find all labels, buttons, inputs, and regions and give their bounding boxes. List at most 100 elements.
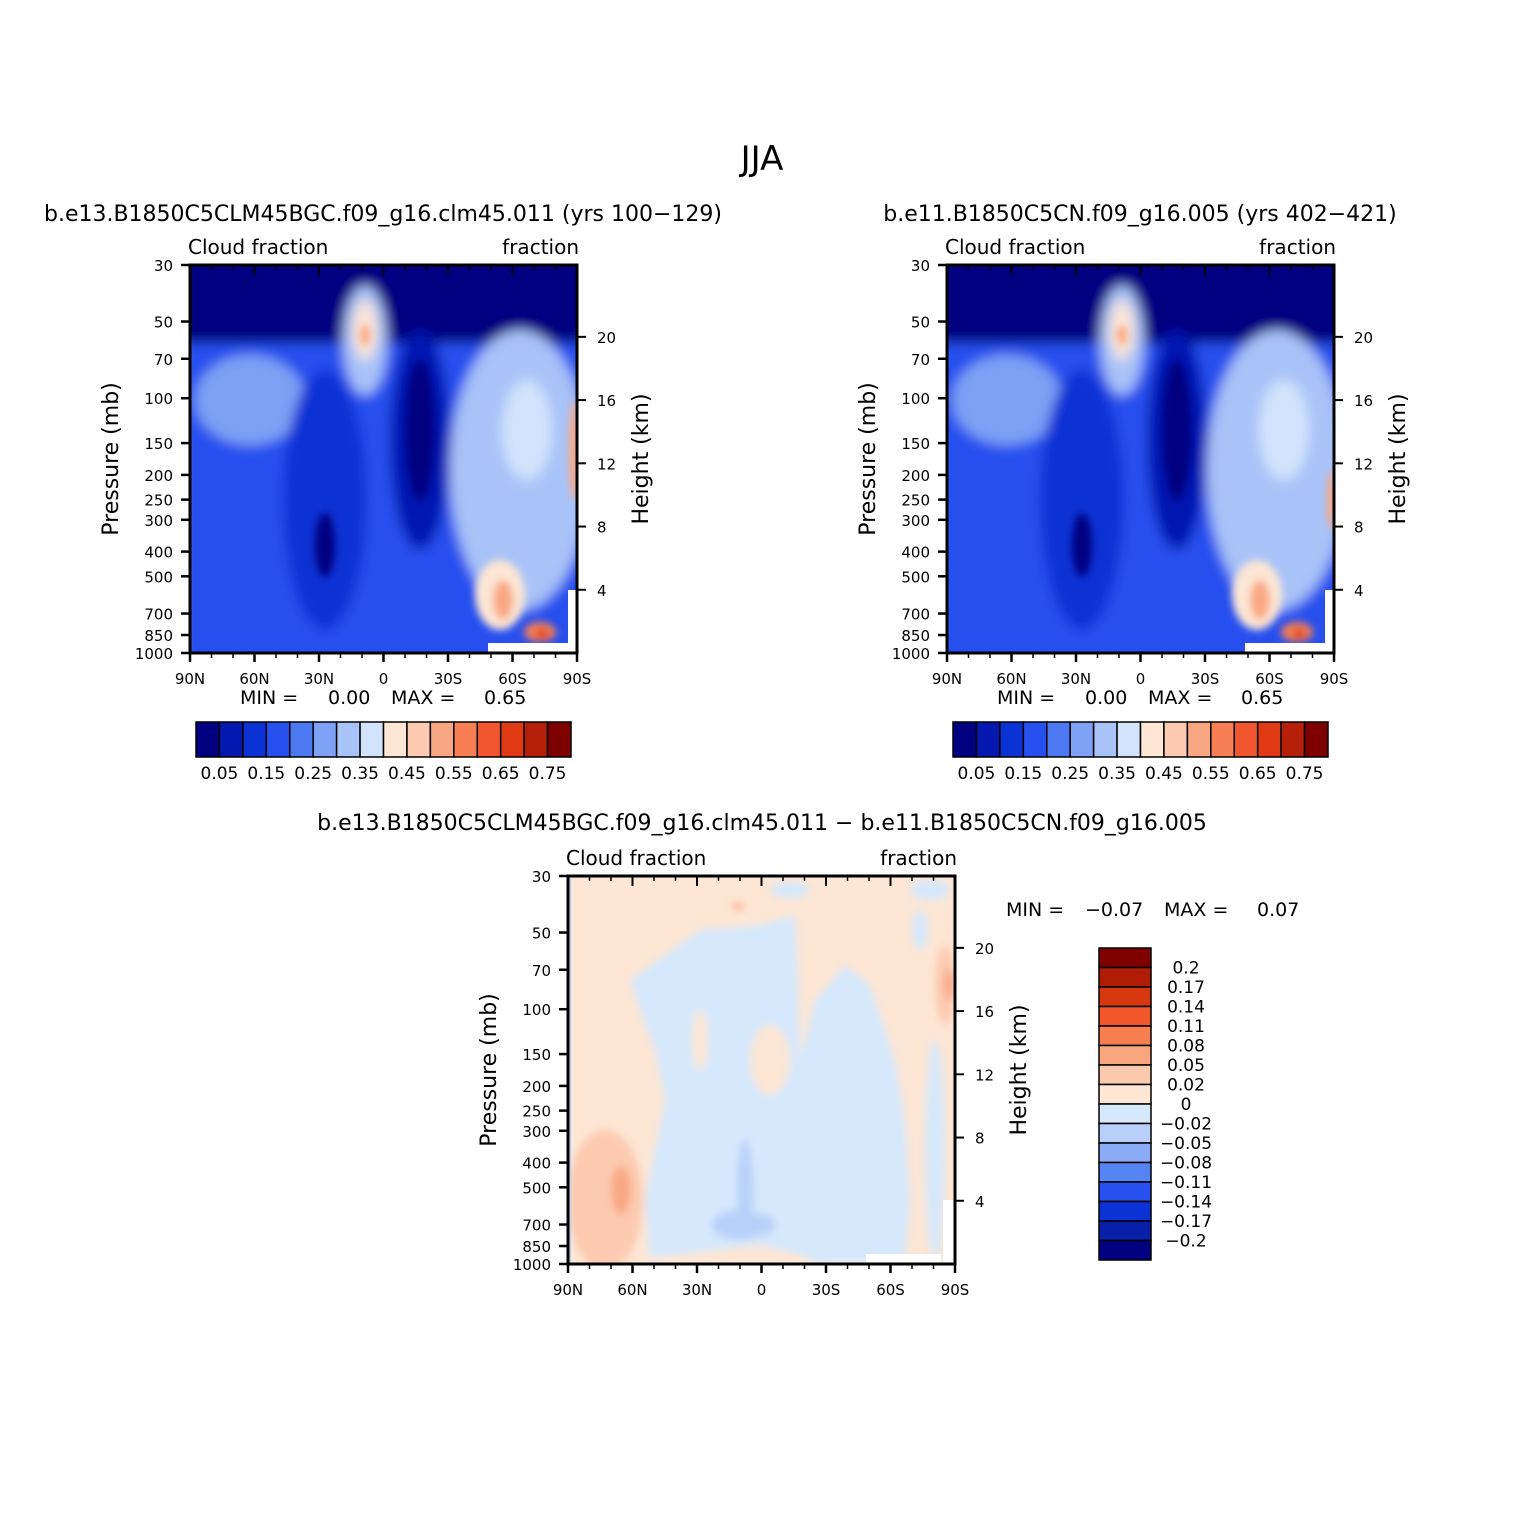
colorbar-label: 0.05 — [201, 764, 239, 784]
colorbar-label: 0 — [1181, 1095, 1192, 1115]
colorbar-swatch — [952, 721, 978, 758]
left-field-label: Cloud fraction — [945, 235, 1085, 259]
panel-difference: b.e13.B1850C5CLM45BGC.f09_g16.clm45.011 … — [317, 811, 1299, 1299]
latitude-tick-label: 0 — [1136, 670, 1146, 688]
colorbar-swatch — [1210, 721, 1235, 758]
contour-field — [568, 876, 955, 1264]
latitude-tick-label: 90N — [553, 1281, 583, 1299]
colorbar-label: 0.15 — [247, 764, 285, 784]
colorbar-label: 0.08 — [1167, 1037, 1205, 1057]
colorbar-label: 0.55 — [435, 764, 473, 784]
colorbar-label: −0.14 — [1160, 1193, 1212, 1213]
right-field-label: fraction — [880, 846, 957, 870]
colorbar-label: 0.35 — [341, 764, 379, 784]
height-tick-label: 16 — [975, 1003, 994, 1021]
contour-field — [190, 265, 577, 653]
max-value: 0.07 — [1257, 899, 1299, 921]
height-axis: 20 16 12 8 4 — [1334, 329, 1373, 600]
latitude-tick-label: 30S — [1191, 670, 1220, 688]
min-value: 0.00 — [328, 687, 370, 709]
colorbar-swatch — [1098, 1122, 1152, 1144]
colorbar-swatch — [546, 721, 572, 758]
height-tick-label: 4 — [975, 1193, 985, 1211]
colorbar-swatch — [1303, 721, 1329, 758]
height-tick-label: 20 — [1354, 329, 1373, 347]
pressure-tick-label: 30 — [911, 257, 930, 275]
colorbar-swatch — [406, 721, 432, 758]
pressure-tick-label: 1000 — [513, 1256, 551, 1274]
colorbar-swatch — [242, 721, 268, 758]
left-field-label: Cloud fraction — [566, 846, 706, 870]
max-label: MAX = — [1148, 687, 1212, 709]
colorbar-label: −0.11 — [1160, 1173, 1212, 1193]
height-tick-label: 16 — [597, 392, 616, 410]
colorbar-swatch — [312, 721, 338, 758]
y-axis-right-title: Height (km) — [629, 393, 654, 524]
latitude-tick-label: 60S — [1255, 670, 1284, 688]
panel-title: b.e13.B1850C5CLM45BGC.f09_g16.clm45.011 … — [317, 811, 1207, 836]
colorbar-swatch — [218, 721, 244, 758]
colorbar-label: 0.05 — [1167, 1056, 1205, 1076]
y-axis-right-title: Height (km) — [1007, 1004, 1032, 1135]
pressure-tick-label: 70 — [532, 962, 551, 980]
colorbar-label: 0.02 — [1167, 1076, 1205, 1096]
max-value: 0.65 — [1241, 687, 1283, 709]
pressure-tick-label: 30 — [154, 257, 173, 275]
pressure-tick-label: 200 — [901, 467, 930, 485]
colorbar-swatch — [1233, 721, 1259, 758]
colorbar-swatch — [1186, 721, 1212, 758]
min-label: MIN = — [997, 687, 1055, 709]
colorbar-swatch — [195, 721, 221, 758]
latitude-tick-label: 90S — [941, 1281, 970, 1299]
pressure-tick-label: 1000 — [892, 645, 930, 663]
height-axis: 20 16 12 8 4 — [955, 940, 994, 1211]
colorbar-swatch — [265, 721, 291, 758]
colorbar-swatch — [1098, 947, 1152, 969]
latitude-tick-label: 30S — [434, 670, 463, 688]
colorbar-label: 0.75 — [529, 764, 567, 784]
left-field-label: Cloud fraction — [188, 235, 328, 259]
colorbar-swatch — [1256, 721, 1282, 758]
latitude-tick-label: 30N — [682, 1281, 712, 1299]
colorbar-swatch — [476, 721, 502, 758]
colorbar-swatch — [429, 721, 455, 758]
colorbar: 0.05 0.15 0.25 0.35 0.45 0.55 0.65 0.75 — [952, 721, 1329, 784]
height-axis: 20 16 12 8 4 — [577, 329, 616, 600]
pressure-tick-label: 500 — [144, 568, 173, 586]
colorbar-swatch — [1098, 1044, 1152, 1066]
colorbar-swatch — [335, 721, 361, 758]
pressure-tick-label: 300 — [522, 1123, 551, 1141]
pressure-tick-label: 400 — [522, 1155, 551, 1173]
colorbar-label: −0.08 — [1160, 1154, 1212, 1174]
pressure-tick-label: 850 — [144, 627, 173, 645]
pressure-tick-label: 100 — [522, 1001, 551, 1019]
colorbar-label: −0.17 — [1160, 1212, 1212, 1232]
colorbar-label: −0.02 — [1160, 1115, 1212, 1135]
colorbar-label: 0.11 — [1167, 1017, 1205, 1037]
height-tick-label: 12 — [597, 455, 616, 473]
pressure-tick-label: 700 — [901, 606, 930, 624]
y-axis-title: Pressure (mb) — [856, 382, 881, 536]
colorbar-label: 0.25 — [294, 764, 332, 784]
pressure-tick-label: 250 — [144, 492, 173, 510]
pressure-tick-label: 700 — [144, 606, 173, 624]
pressure-tick-label: 700 — [522, 1217, 551, 1235]
max-label: MAX = — [391, 687, 455, 709]
latitude-tick-label: 30N — [304, 670, 334, 688]
height-tick-label: 20 — [597, 329, 616, 347]
min-label: MIN = — [1006, 899, 1064, 921]
colorbar-swatch — [1069, 721, 1095, 758]
colorbar-label: 0.25 — [1051, 764, 1089, 784]
colorbar-swatch — [499, 721, 525, 758]
pressure-tick-label: 300 — [901, 512, 930, 530]
colorbar-label: 0.05 — [958, 764, 996, 784]
colorbar-swatch — [1098, 1161, 1152, 1183]
latitude-axis: 90N 60N 30N 0 30S 60S 90S — [553, 876, 969, 1299]
latitude-tick-label: 30S — [812, 1281, 841, 1299]
latitude-tick-label: 90S — [563, 670, 592, 688]
colorbar-swatch — [1280, 721, 1306, 758]
colorbar-swatch — [975, 721, 1001, 758]
colorbar-swatch — [1139, 721, 1165, 758]
